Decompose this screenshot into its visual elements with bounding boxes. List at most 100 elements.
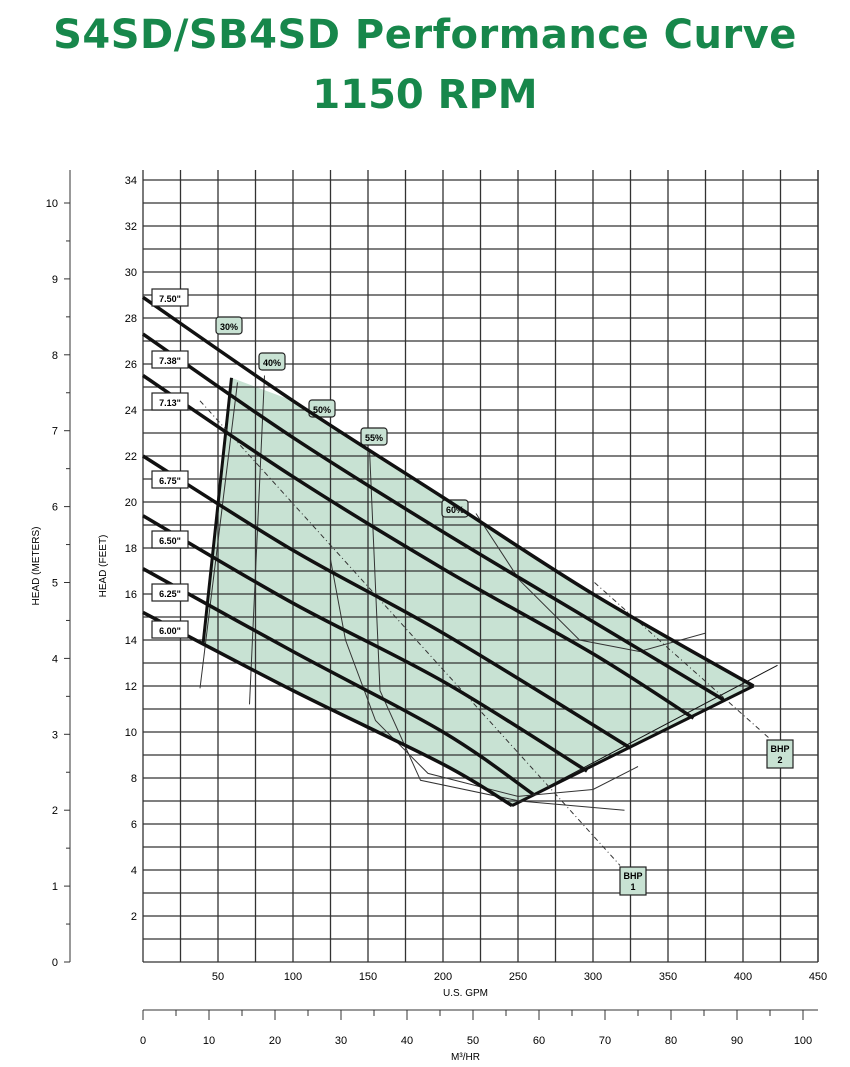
y2-tick-label: 1	[52, 881, 58, 893]
y2-tick-label: 4	[52, 653, 58, 665]
y-tick-label: 30	[125, 267, 137, 279]
x2-tick-label: 20	[269, 1035, 281, 1047]
y-tick-label: 28	[125, 313, 137, 325]
y-tick-label: 32	[125, 221, 137, 233]
x2-tick-label: 40	[401, 1035, 413, 1047]
y2-axis-label: HEAD (METERS)	[31, 527, 42, 606]
efficiency-label-box	[215, 316, 243, 335]
y2-tick-label: 9	[52, 274, 58, 286]
bhp-label: BHP	[770, 744, 789, 754]
impeller-curve	[142, 332, 725, 702]
x-tick-label: 450	[809, 971, 827, 983]
chart-title: S4SD/SB4SD Performance Curve	[53, 12, 797, 58]
impeller-label: 6.00"	[159, 626, 181, 636]
bhp-label: 1	[630, 882, 635, 892]
impeller-curve	[142, 374, 695, 720]
y-tick-label: 8	[131, 773, 137, 785]
x-tick-label: 350	[659, 971, 677, 983]
impeller-curve	[142, 610, 513, 808]
x2-tick-label: 30	[335, 1035, 347, 1047]
max-flow-boundary-line	[511, 684, 755, 807]
x-tick-label: 300	[584, 971, 602, 983]
efficiency-curve-30pct	[199, 382, 238, 689]
x-tick-label: 50	[212, 971, 224, 983]
y2-tick-label: 2	[52, 805, 58, 817]
x-tick-label: 150	[359, 971, 377, 983]
y-tick-label: 20	[125, 497, 137, 509]
efficiency-curve-55pct	[369, 449, 625, 811]
efficiency-curve-40pct	[249, 375, 265, 705]
efficiency-label: 60%	[446, 505, 464, 515]
y-tick-label: 24	[125, 405, 137, 417]
x2-tick-label: 90	[731, 1035, 743, 1047]
x-tick-label: 200	[434, 971, 452, 983]
impeller-label: 7.50"	[159, 294, 181, 304]
y-axis-label: HEAD (FEET)	[98, 535, 109, 598]
y-tick-label: 16	[125, 589, 137, 601]
efficiency-label: 50%	[313, 405, 331, 415]
impeller-label: 7.13"	[159, 398, 181, 408]
impeller-label: 6.75"	[159, 476, 181, 486]
chart-subtitle: 1150 RPM	[312, 72, 538, 118]
impeller-label: 6.25"	[159, 589, 181, 599]
impeller-label-box	[151, 620, 189, 639]
impeller-label-box	[151, 392, 189, 411]
impeller-label-box	[151, 350, 189, 369]
efficiency-label-box	[258, 352, 286, 371]
bhp-curve	[594, 582, 771, 740]
bhp-label: BHP	[623, 871, 642, 881]
impeller-curve	[142, 454, 632, 750]
x2-tick-label: 50	[467, 1035, 479, 1047]
y-tick-label: 6	[131, 819, 137, 831]
y2-tick-label: 3	[52, 729, 58, 741]
efficiency-label: 55%	[365, 433, 383, 443]
impeller-label-box	[151, 288, 189, 307]
y2-tick-label: 0	[52, 957, 58, 969]
x2-axis-label: M³/HR	[451, 1052, 480, 1063]
x2-tick-label: 60	[533, 1035, 545, 1047]
impeller-label-box	[151, 470, 189, 489]
impeller-curve	[142, 295, 755, 688]
y-tick-label: 26	[125, 359, 137, 371]
x-tick-label: 400	[734, 971, 752, 983]
efficiency-label: 40%	[263, 358, 281, 368]
y-tick-label: 14	[125, 635, 137, 647]
efficiency-label: 30%	[220, 322, 238, 332]
impeller-label-box	[151, 530, 189, 549]
y2-tick-label: 7	[52, 426, 58, 438]
efficiency-curve-60pct	[475, 513, 706, 653]
y-tick-label: 2	[131, 911, 137, 923]
x2-tick-label: 10	[203, 1035, 215, 1047]
y-tick-label: 34	[125, 175, 137, 187]
min-flow-boundary-line	[201, 377, 233, 645]
x2-tick-label: 0	[140, 1035, 146, 1047]
y-tick-label: 4	[131, 865, 137, 877]
y-tick-label: 10	[125, 727, 137, 739]
y-tick-label: 12	[125, 681, 137, 693]
x-tick-label: 100	[284, 971, 302, 983]
bhp-label-box	[766, 739, 794, 769]
efficiency-label-box	[308, 399, 336, 418]
y2-tick-label: 10	[46, 198, 58, 210]
y2-tick-label: 5	[52, 578, 58, 590]
bhp-curve	[199, 400, 621, 866]
x2-tick-label: 80	[665, 1035, 677, 1047]
x2-tick-label: 70	[599, 1035, 611, 1047]
impeller-curve	[142, 514, 588, 773]
y-tick-label: 18	[125, 543, 137, 555]
impeller-label: 7.38"	[159, 356, 181, 366]
efficiency-label-box	[441, 499, 469, 518]
x-tick-label: 250	[509, 971, 527, 983]
efficiency-label-box	[360, 427, 388, 446]
operating-region	[203, 377, 754, 806]
y-tick-label: 22	[125, 451, 137, 463]
bhp-label: 2	[777, 755, 782, 765]
impeller-label-box	[151, 583, 189, 602]
y2-tick-label: 8	[52, 350, 58, 362]
x2-tick-label: 100	[794, 1035, 812, 1047]
bhp-label-box	[619, 866, 647, 896]
y2-tick-label: 6	[52, 502, 58, 514]
impeller-curve	[142, 567, 534, 796]
impeller-label: 6.50"	[159, 536, 181, 546]
